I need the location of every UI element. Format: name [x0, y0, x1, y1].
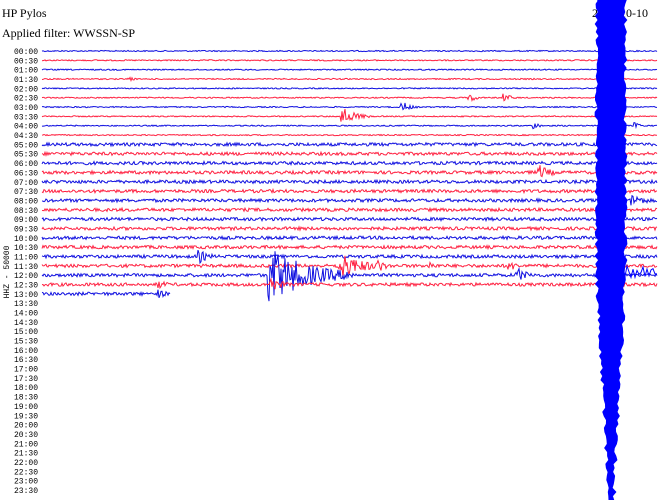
seismic-trace: [41, 122, 658, 130]
time-label: 05:30: [14, 151, 38, 160]
time-label: 19:30: [14, 412, 38, 421]
time-label: 10:00: [14, 235, 38, 244]
seismic-trace: [41, 76, 658, 83]
time-label: 17:30: [14, 375, 38, 384]
time-label: 11:30: [14, 263, 38, 272]
time-label: 15:30: [14, 338, 38, 347]
time-label: 14:30: [14, 319, 38, 328]
time-label: 12:00: [14, 272, 38, 281]
time-label: 11:00: [14, 253, 38, 262]
time-label: 03:30: [14, 113, 38, 122]
seismic-trace: [41, 59, 658, 62]
earthquake-tail: [610, 261, 657, 282]
seismic-trace: [41, 289, 171, 298]
time-label: 10:30: [14, 244, 38, 253]
time-label: 04:30: [14, 132, 38, 141]
seismic-trace: [41, 244, 658, 251]
time-label: 06:30: [14, 169, 38, 178]
time-label: 22:00: [14, 459, 38, 468]
time-label: 13:30: [14, 300, 38, 309]
time-label: 21:30: [14, 450, 38, 459]
seismic-trace: [41, 194, 658, 206]
time-label: 05:00: [14, 141, 38, 150]
time-label: 09:00: [14, 216, 38, 225]
seismic-trace: [41, 234, 658, 241]
time-label: 00:30: [14, 57, 38, 66]
seismic-trace: [41, 87, 658, 90]
time-label: 00:00: [14, 48, 38, 57]
seismic-trace: [41, 216, 658, 223]
time-label: 08:00: [14, 197, 38, 206]
time-label: 16:00: [14, 347, 38, 356]
seismic-trace: [41, 165, 658, 178]
seismic-trace: [41, 251, 658, 302]
station-name: HP Pylos: [2, 6, 47, 20]
seismic-trace: [41, 277, 658, 290]
seismic-trace: [41, 159, 658, 167]
earthquake-signal: [594, 0, 628, 500]
time-label: 04:00: [14, 123, 38, 132]
time-label: 16:30: [14, 356, 38, 365]
time-label: 13:00: [14, 291, 38, 300]
time-label: 22:30: [14, 468, 38, 477]
time-label: 03:00: [14, 104, 38, 113]
time-label: 01:00: [14, 67, 38, 76]
seismic-trace: [41, 225, 658, 232]
seismic-trace: [41, 68, 658, 72]
time-label: 09:30: [14, 225, 38, 234]
time-label: 18:00: [14, 384, 38, 393]
seismic-trace: [41, 206, 658, 213]
time-label: 02:30: [14, 95, 38, 104]
filter-label: Applied filter: WWSSN-SP: [2, 26, 135, 40]
seismic-trace: [41, 150, 658, 157]
seismic-trace: [41, 187, 658, 195]
seismic-trace: [41, 178, 658, 185]
seismic-trace: [41, 141, 658, 148]
time-label: 08:30: [14, 207, 38, 216]
time-label: 23:30: [14, 487, 38, 496]
seismic-trace: [41, 133, 658, 137]
time-label: 18:30: [14, 394, 38, 403]
time-label: 02:00: [14, 85, 38, 94]
time-label: 07:30: [14, 188, 38, 197]
time-label: 01:30: [14, 76, 38, 85]
seismic-trace: [41, 102, 657, 111]
time-label: 19:00: [14, 403, 38, 412]
time-label: 14:00: [14, 310, 38, 319]
time-label: 21:00: [14, 440, 38, 449]
seismic-trace: [41, 255, 658, 278]
time-label: 20:00: [14, 422, 38, 431]
seismic-trace: [41, 108, 658, 122]
time-label: 07:00: [14, 179, 38, 188]
seismic-trace: [41, 93, 658, 102]
channel-label: HHZ - 50000: [3, 245, 12, 298]
time-label: 17:00: [14, 366, 38, 375]
seismic-trace: [41, 249, 658, 265]
time-label: 12:30: [14, 282, 38, 291]
time-label: 06:00: [14, 160, 38, 169]
seismic-trace: [41, 49, 658, 53]
time-label: 20:30: [14, 431, 38, 440]
time-label: 23:00: [14, 478, 38, 487]
time-label: 15:00: [14, 328, 38, 337]
